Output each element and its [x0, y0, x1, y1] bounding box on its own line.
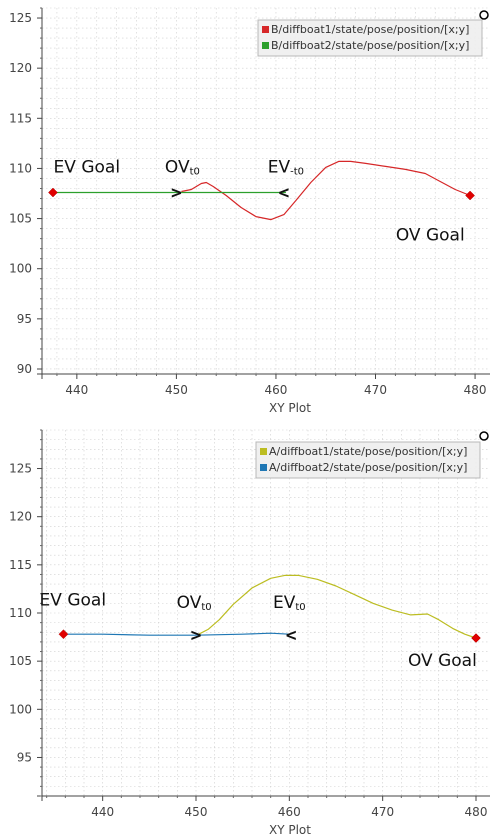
legend-swatch: [262, 42, 269, 49]
x-tick-label: 440: [65, 383, 88, 397]
annotation-text: OV: [177, 593, 202, 613]
annotation-label: OV Goal: [396, 226, 465, 246]
annotation-text: EV Goal: [54, 157, 121, 177]
y-tick-label: 115: [9, 111, 32, 125]
x-tick-label: 470: [371, 805, 394, 819]
y-tick-label: 105: [9, 654, 32, 668]
y-tick-label: 95: [17, 312, 32, 326]
annotation-arrow: >: [171, 183, 182, 204]
annotation-subscript: t0: [295, 602, 305, 613]
x-tick-label: 450: [185, 805, 208, 819]
corner-circle-icon[interactable]: [479, 431, 489, 441]
annotation-label: EV Goal: [54, 157, 121, 177]
legend-entry[interactable]: B/diffboat2/state/pose/position/[x;y]: [271, 39, 469, 52]
series-line-2: [63, 632, 290, 636]
annotation-text: EV: [273, 593, 296, 613]
corner-circle-icon[interactable]: [479, 10, 489, 20]
goal-marker: [471, 633, 481, 643]
goal-marker: [465, 190, 475, 201]
legend-entry[interactable]: A/diffboat1/state/pose/position/[x;y]: [269, 445, 467, 458]
y-tick-label: 100: [9, 702, 32, 716]
annotation-text: OV Goal: [396, 226, 465, 246]
y-tick-label: 105: [9, 212, 32, 226]
y-tick-label: 120: [9, 61, 32, 75]
legend-swatch: [262, 26, 269, 33]
annotation-label: EVt0: [273, 593, 306, 613]
x-axis-label: XY Plot: [269, 401, 311, 415]
legend-box: [257, 19, 483, 57]
grid: [42, 429, 490, 797]
grid: [42, 7, 490, 374]
x-tick-label: 440: [91, 805, 114, 819]
x-tick-label: 470: [364, 383, 387, 397]
x-tick-label: 480: [465, 805, 488, 819]
goal-marker: [58, 629, 69, 640]
x-tick-label: 450: [165, 383, 188, 397]
annotation-label: OVt0: [177, 593, 212, 613]
y-tick-label: 100: [9, 262, 32, 276]
y-tick-label: 120: [9, 510, 32, 524]
annotation-label: OVt0: [165, 157, 200, 177]
series-line-1: [198, 574, 477, 639]
annotation-text: EV Goal: [40, 590, 107, 610]
annotation-subscript: -t0: [290, 166, 304, 177]
annotation-text: EV: [268, 157, 291, 177]
chart-panel-1: 90 95 100 105 110 115 120 125 440 450 460 470 480 XY …: [9, 7, 490, 415]
y-tick-label: 125: [9, 462, 32, 476]
y-tick-label: 110: [9, 606, 32, 620]
annotation-arrow: >: [191, 625, 202, 646]
legend-box: [255, 441, 481, 479]
legend: B/diffboat1/state/pose/position/[x;y] B/d…: [257, 19, 483, 57]
annotation-text: OV Goal: [408, 651, 477, 671]
annotation-label: EV-t0: [268, 157, 304, 177]
goal-marker: [48, 187, 58, 198]
x-tick-label: 480: [464, 383, 487, 397]
y-tick-label: 110: [9, 161, 32, 175]
annotation-label: EV Goal: [40, 590, 107, 610]
y-tick-label: 115: [9, 558, 32, 572]
annotation-subscript: t0: [190, 166, 200, 177]
legend-swatch: [260, 448, 267, 455]
annotation-subscript: t0: [201, 602, 211, 613]
annotation-label: OV Goal: [408, 651, 477, 671]
legend-entry[interactable]: B/diffboat1/state/pose/position/[x;y]: [271, 23, 469, 36]
y-tick-label: 95: [17, 750, 32, 764]
x-tick-label: 460: [265, 383, 288, 397]
annotation-arrow: <: [286, 625, 297, 646]
legend-entry[interactable]: A/diffboat2/state/pose/position/[x;y]: [269, 461, 467, 474]
series-line-1: [181, 160, 471, 221]
legend: A/diffboat1/state/pose/position/[x;y] A/d…: [255, 441, 481, 479]
annotation-arrow: <: [278, 183, 289, 204]
x-tick-label: 460: [278, 805, 301, 819]
x-axis-label: XY Plot: [269, 823, 311, 837]
legend-swatch: [260, 464, 267, 471]
y-tick-label: 125: [9, 11, 32, 25]
y-tick-label: 90: [17, 362, 32, 376]
annotation-text: OV: [165, 157, 190, 177]
chart-panel-2: 95 100 105 110 115 120 125 440 450 460 470 480 XY Pl…: [9, 429, 490, 837]
